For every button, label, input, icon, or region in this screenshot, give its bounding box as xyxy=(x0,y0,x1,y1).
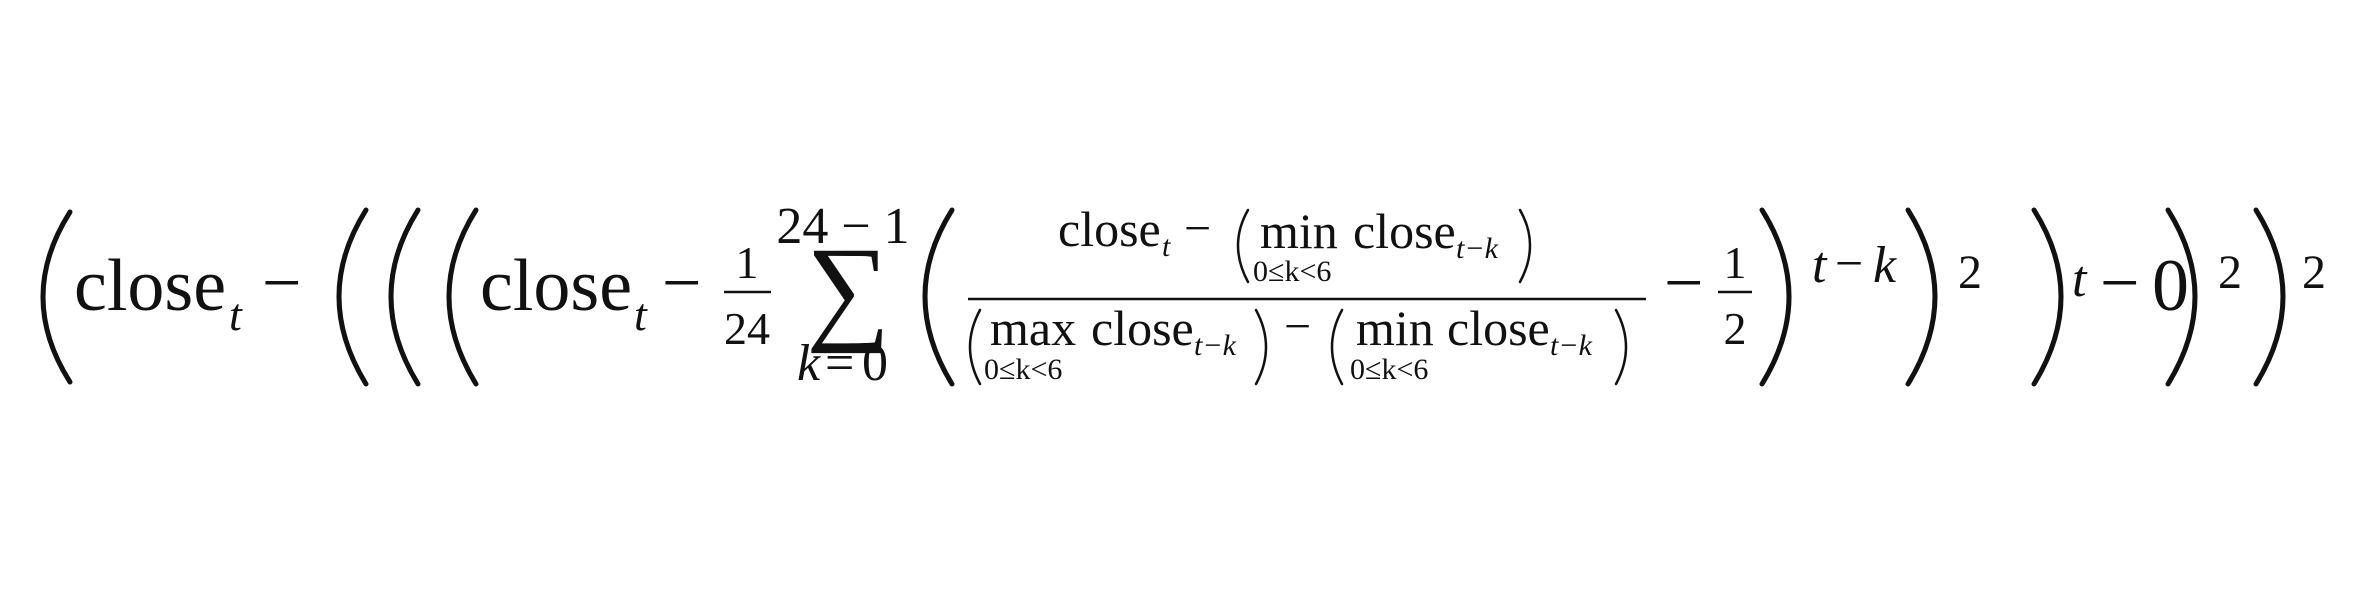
den-min-left-paren xyxy=(1330,308,1344,386)
num-sub-t: t xyxy=(1162,230,1171,263)
den-max-left-paren xyxy=(968,308,982,386)
outer-sub-t-1: t xyxy=(1812,237,1828,294)
num-min-right-paren xyxy=(1518,208,1532,284)
sum-upper-limit: 24 − 1 xyxy=(776,198,909,255)
outer-sub-minus: − xyxy=(1835,235,1863,291)
sum-lower-equals: = xyxy=(825,335,854,392)
den-max-sub: t−k xyxy=(1194,329,1237,362)
subscript-t-1: t xyxy=(229,289,243,340)
outer-left-paren xyxy=(40,209,73,385)
exponent-2-middle: 2 xyxy=(2218,246,2242,299)
outer-sub-k: k xyxy=(1873,237,1897,294)
zero-value: 0 xyxy=(2152,245,2189,327)
left-paren-4 xyxy=(446,207,479,387)
fraction-2-denominator: 2 xyxy=(1724,303,1747,354)
den-min-right-paren xyxy=(1614,308,1628,386)
num-min-sub: t−k xyxy=(1456,232,1499,265)
subscript-t-2: t xyxy=(634,289,648,340)
fraction-1-denominator: 24 xyxy=(724,303,770,354)
big-fraction-right-paren xyxy=(1759,207,1792,387)
den-minus: − xyxy=(1284,300,1311,353)
right-paren-4 xyxy=(1905,207,1938,387)
minus-sign-2: − xyxy=(662,245,701,322)
sum-lower-var: k xyxy=(797,335,821,392)
close-term-1: close xyxy=(74,245,226,327)
big-fraction-left-paren xyxy=(922,207,955,387)
left-paren-3 xyxy=(388,207,421,387)
outer-right-paren xyxy=(2253,207,2286,387)
den-min-range: 0≤k<6 xyxy=(1350,353,1428,386)
num-min-range: 0≤k<6 xyxy=(1253,255,1331,288)
exponent-2-inner: 2 xyxy=(1958,246,1982,299)
exponent-2-outer: 2 xyxy=(2302,246,2326,299)
den-max-right-paren xyxy=(1254,308,1268,386)
outer-sub-t-2: t xyxy=(2072,251,2088,308)
num-min-left-paren xyxy=(1236,208,1250,284)
den-min-operator: min xyxy=(1356,300,1434,356)
minus-sign-1: − xyxy=(262,245,301,322)
den-min-sub: t−k xyxy=(1550,329,1593,362)
num-minus: − xyxy=(1184,202,1211,255)
fraction-1-numerator: 1 xyxy=(736,237,759,288)
sum-symbol: ∑ xyxy=(806,223,890,354)
left-paren-2 xyxy=(336,207,369,387)
right-paren-3 xyxy=(2031,207,2064,387)
num-min-close: close xyxy=(1353,203,1456,259)
den-max-range: 0≤k<6 xyxy=(984,353,1062,386)
num-min-operator: min xyxy=(1260,203,1338,259)
den-max-operator: max xyxy=(990,300,1076,356)
minus-sign-4: − xyxy=(2100,245,2139,322)
close-term-2: close xyxy=(480,245,632,327)
num-close: close xyxy=(1058,201,1161,257)
sum-lower-value: 0 xyxy=(862,335,888,392)
minus-sign-3: − xyxy=(1664,245,1703,322)
den-min-close: close xyxy=(1447,300,1550,356)
den-max-close: close xyxy=(1091,300,1194,356)
right-paren-2 xyxy=(2165,207,2198,387)
fraction-2-numerator: 1 xyxy=(1724,237,1747,288)
